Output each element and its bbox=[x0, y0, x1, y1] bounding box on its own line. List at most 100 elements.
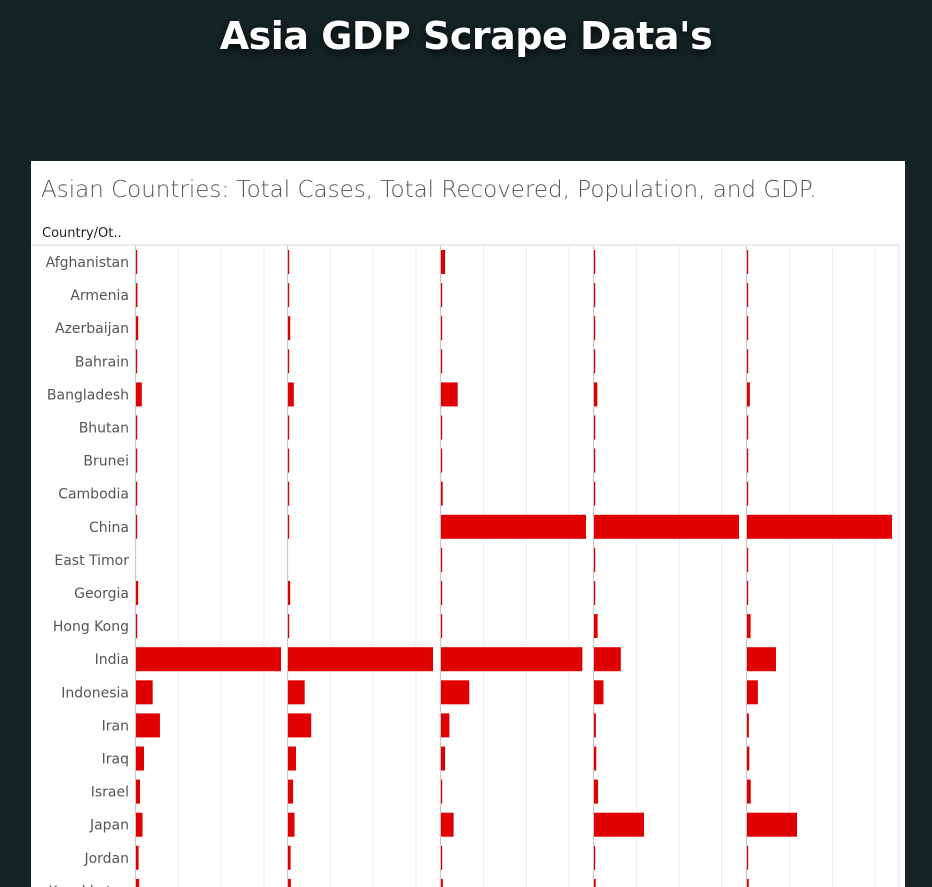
bar[interactable] bbox=[747, 514, 892, 539]
bar[interactable] bbox=[136, 349, 138, 374]
bar[interactable] bbox=[136, 845, 139, 870]
bar[interactable] bbox=[594, 614, 598, 639]
bar[interactable] bbox=[288, 415, 290, 440]
bar[interactable] bbox=[288, 581, 291, 605]
category-label[interactable]: India bbox=[95, 652, 129, 668]
bar[interactable] bbox=[441, 250, 446, 274]
category-label[interactable]: Kazakhstan bbox=[48, 884, 129, 887]
bar[interactable] bbox=[747, 481, 749, 506]
bar[interactable] bbox=[747, 382, 750, 407]
category-label[interactable]: Afghanistan bbox=[46, 255, 129, 271]
bar[interactable] bbox=[747, 316, 749, 341]
bar[interactable] bbox=[288, 779, 294, 804]
bar[interactable] bbox=[747, 581, 749, 605]
bar[interactable] bbox=[288, 746, 296, 771]
category-label[interactable]: Bhutan bbox=[79, 421, 129, 437]
category-label[interactable]: Jordan bbox=[83, 851, 129, 867]
bar[interactable] bbox=[136, 250, 138, 274]
bar[interactable] bbox=[136, 812, 143, 837]
bar[interactable] bbox=[594, 448, 596, 473]
bar[interactable] bbox=[594, 581, 596, 605]
bar[interactable] bbox=[594, 845, 596, 870]
bar[interactable] bbox=[594, 779, 599, 804]
bar[interactable] bbox=[288, 647, 433, 672]
bar[interactable] bbox=[594, 481, 596, 506]
bar[interactable] bbox=[747, 614, 751, 639]
bar[interactable] bbox=[288, 713, 312, 738]
bar[interactable] bbox=[441, 845, 443, 870]
bar[interactable] bbox=[747, 283, 749, 308]
bar[interactable] bbox=[747, 448, 749, 473]
bar[interactable] bbox=[136, 415, 138, 440]
bar[interactable] bbox=[441, 349, 443, 374]
category-label[interactable]: Bahrain bbox=[75, 354, 129, 370]
bar[interactable] bbox=[136, 746, 144, 771]
bar[interactable] bbox=[747, 547, 749, 572]
bar[interactable] bbox=[594, 382, 598, 407]
bar[interactable] bbox=[747, 845, 749, 870]
bar[interactable] bbox=[747, 647, 776, 672]
bar[interactable] bbox=[288, 316, 291, 341]
bar[interactable] bbox=[441, 382, 458, 407]
bar[interactable] bbox=[594, 250, 596, 274]
category-label[interactable]: Iran bbox=[102, 718, 129, 734]
bar[interactable] bbox=[747, 878, 749, 887]
bar[interactable] bbox=[136, 283, 138, 308]
category-label[interactable]: Georgia bbox=[74, 586, 129, 602]
bar[interactable] bbox=[747, 779, 751, 804]
bar[interactable] bbox=[441, 680, 470, 705]
bar[interactable] bbox=[288, 812, 295, 837]
bar[interactable] bbox=[747, 713, 749, 738]
category-label[interactable]: Japan bbox=[89, 818, 129, 834]
bar[interactable] bbox=[441, 713, 450, 738]
bar[interactable] bbox=[441, 779, 443, 804]
bar[interactable] bbox=[288, 448, 290, 473]
category-label[interactable]: East Timor bbox=[54, 553, 129, 569]
category-label[interactable]: Brunei bbox=[83, 454, 129, 470]
bar[interactable] bbox=[136, 647, 281, 672]
category-label[interactable]: China bbox=[89, 520, 129, 536]
bar[interactable] bbox=[594, 514, 739, 539]
bar[interactable] bbox=[594, 647, 621, 672]
bar[interactable] bbox=[136, 614, 138, 639]
bar[interactable] bbox=[594, 713, 596, 738]
bar[interactable] bbox=[288, 283, 290, 308]
bar[interactable] bbox=[594, 415, 596, 440]
bar[interactable] bbox=[136, 382, 142, 407]
bar[interactable] bbox=[747, 746, 750, 771]
bar[interactable] bbox=[594, 812, 645, 837]
bar[interactable] bbox=[288, 878, 291, 887]
bar[interactable] bbox=[136, 448, 138, 473]
bar[interactable] bbox=[441, 514, 586, 539]
bar[interactable] bbox=[288, 680, 305, 705]
row-header-country[interactable]: Country/Ot.. bbox=[42, 226, 122, 241]
bar[interactable] bbox=[441, 746, 446, 771]
category-label[interactable]: Cambodia bbox=[58, 487, 129, 503]
bar[interactable] bbox=[441, 481, 443, 506]
bar[interactable] bbox=[747, 415, 749, 440]
bar[interactable] bbox=[747, 250, 749, 274]
bar[interactable] bbox=[594, 283, 596, 308]
bar[interactable] bbox=[288, 481, 290, 506]
bar[interactable] bbox=[136, 713, 160, 738]
bar[interactable] bbox=[136, 680, 153, 705]
bar[interactable] bbox=[136, 481, 138, 506]
bar[interactable] bbox=[136, 779, 141, 804]
bar[interactable] bbox=[441, 316, 443, 341]
bar[interactable] bbox=[441, 878, 443, 887]
bar[interactable] bbox=[288, 382, 294, 407]
category-label[interactable]: Bangladesh bbox=[47, 387, 129, 403]
bar[interactable] bbox=[136, 581, 139, 605]
bar[interactable] bbox=[288, 614, 290, 639]
bar[interactable] bbox=[288, 250, 290, 274]
bar[interactable] bbox=[441, 812, 454, 837]
category-label[interactable]: Hong Kong bbox=[53, 619, 129, 635]
bar[interactable] bbox=[594, 547, 596, 572]
bar[interactable] bbox=[288, 845, 291, 870]
bar[interactable] bbox=[747, 349, 749, 374]
bar[interactable] bbox=[594, 349, 596, 374]
bar[interactable] bbox=[441, 448, 443, 473]
category-label[interactable]: Azerbaijan bbox=[55, 321, 129, 337]
bar[interactable] bbox=[747, 812, 798, 837]
bar[interactable] bbox=[747, 680, 758, 705]
